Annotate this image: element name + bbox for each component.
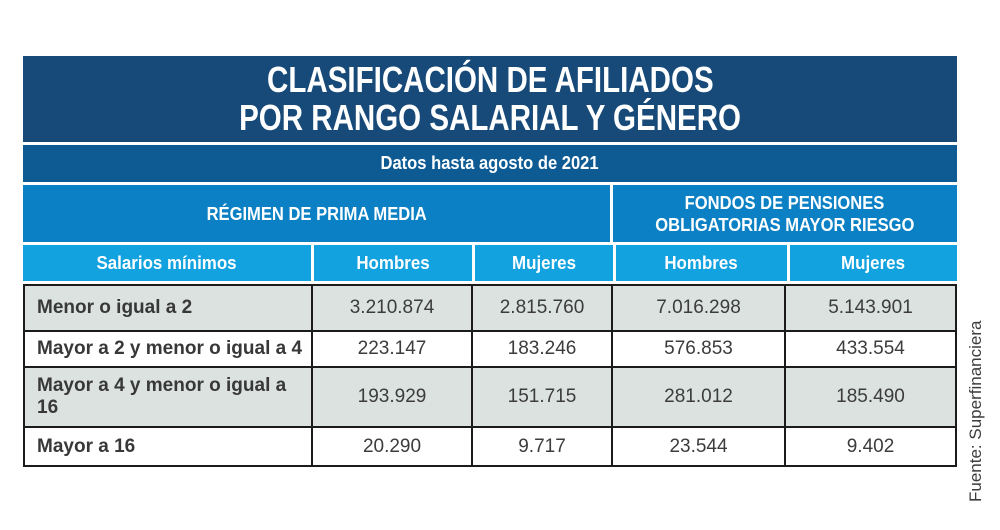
row-label: Mayor a 4 y menor o igual a 16 [25,368,311,426]
title-bar: CLASIFICACIÓN DE AFILIADOS POR RANGO SAL… [23,56,957,142]
group-left-label: RÉGIMEN DE PRIMA MEDIA [206,203,427,224]
data-cell: 3.210.874 [313,286,471,330]
column-header-label: Hombres [356,252,430,273]
subtitle-bar: Datos hasta agosto de 2021 [23,145,957,182]
data-cell: 185.490 [786,368,955,426]
data-cell: 433.554 [786,332,955,366]
subtitle-text: Datos hasta agosto de 2021 [380,153,600,173]
row-label: Menor o igual a 2 [25,286,311,330]
row-label: Mayor a 2 y menor o igual a 4 [25,332,311,366]
data-cell: 9.717 [473,428,611,465]
group-right-label-line-1: FONDOS DE PENSIONES [685,192,885,213]
column-header-fondos-hombres: Hombres [616,245,787,281]
column-header-label: Mujeres [841,252,906,273]
column-header-salarios-minimos: Salarios mínimos [23,245,311,281]
data-cell: 281.012 [613,368,784,426]
column-header-label: Hombres [664,252,739,273]
column-header-rpm-hombres: Hombres [314,245,472,281]
data-cell: 9.402 [786,428,955,465]
row-label: Mayor a 16 [25,428,311,465]
title-line-1: CLASIFICACIÓN DE AFILIADOS [266,59,714,100]
source-credit: Fuente: Superfinanciera [966,320,985,502]
column-header-label: Mujeres [512,252,576,273]
column-header-fondos-mujeres: Mujeres [790,245,957,281]
data-cell: 7.016.298 [613,286,784,330]
data-cell: 223.147 [313,332,471,366]
group-right-label-line-2: OBLIGATORIAS MAYOR RIESGO [655,214,915,235]
data-cell: 576.853 [613,332,784,366]
title-line-2: POR RANGO SALARIAL Y GÉNERO [239,97,741,138]
data-table: Menor o igual a 2 3.210.874 2.815.760 7.… [23,284,957,467]
column-header-row: Salarios mínimos Hombres Mujeres Hombres… [23,245,957,281]
data-cell: 151.715 [473,368,611,426]
data-cell: 2.815.760 [473,286,611,330]
data-cell: 5.143.901 [786,286,955,330]
group-header-fondos-pensiones: FONDOS DE PENSIONES OBLIGATORIAS MAYOR R… [613,185,957,242]
group-header-regimen-prima-media: RÉGIMEN DE PRIMA MEDIA [23,185,610,242]
data-cell: 183.246 [473,332,611,366]
column-header-label: Salarios mínimos [96,252,238,273]
data-cell: 193.929 [313,368,471,426]
column-header-rpm-mujeres: Mujeres [475,245,613,281]
data-cell: 20.290 [313,428,471,465]
data-cell: 23.544 [613,428,784,465]
column-group-header-row: RÉGIMEN DE PRIMA MEDIA FONDOS DE PENSION… [23,185,957,242]
